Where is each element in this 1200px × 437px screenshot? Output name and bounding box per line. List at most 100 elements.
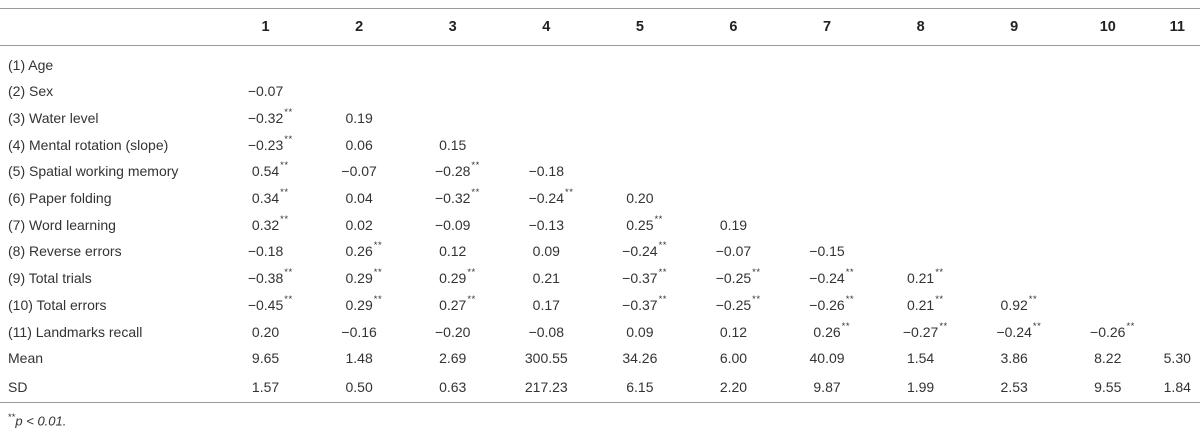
table-cell: −0.26 ** [780,292,874,319]
cell-value-wrap: −0.37 ** [622,267,666,286]
table-cell: 1.54 [874,345,968,372]
table-cell [780,131,874,158]
table-cell: 0.02 [312,211,406,238]
cell-value: 0.25 [626,216,654,233]
table-cell [219,46,313,79]
table-cell: 0.21 [500,265,594,292]
table-header-row: 1 2 3 4 5 6 7 8 9 10 11 [0,8,1200,46]
table-cell [687,105,781,132]
cell-value-wrap: 0.20 [626,190,653,206]
table-cell [500,105,594,132]
cell-value-wrap: −0.24 ** [622,240,666,259]
table-cell [1061,185,1155,212]
column-header-9: 9 [967,8,1061,46]
cell-value: 0.17 [532,296,560,313]
table-cell: 8.22 [1061,345,1155,372]
table-row: (8) Reverse errors −0.18 0.26 ** 0.12 0.09 −0.… [0,238,1200,265]
significance-marker: ** [658,267,667,279]
table-cell [780,105,874,132]
cell-value-wrap: 1.84 [1164,379,1191,395]
table-cell: 0.34 ** [219,185,313,212]
table-cell: 0.32 ** [219,211,313,238]
cell-value: −0.09 [434,216,471,233]
table-cell [593,46,687,79]
table-cell [1061,238,1155,265]
table-cell [780,78,874,105]
table-cell [312,78,406,105]
row-label: (11) Landmarks recall [8,323,143,340]
table-cell [1155,78,1200,105]
table-cell: 0.54 ** [219,158,313,185]
table-cell [687,131,781,158]
table-cell [1061,292,1155,319]
table-row: (6) Paper folding 0.34 ** 0.04 −0.32 ** −0.24 *… [0,185,1200,212]
significance-marker: ** [845,267,855,279]
cell-value: −0.07 [247,83,284,100]
cell-value-wrap: −0.07 [716,243,751,259]
table-cell: 0.12 [687,318,781,345]
cell-value: 0.27 [439,296,467,313]
table-cell [967,185,1061,212]
cell-value-wrap: 1.48 [346,350,373,366]
cell-value: 0.19 [719,216,748,233]
table-cell: −0.07 [219,78,313,105]
significance-marker: ** [752,267,761,279]
table-cell [874,46,968,79]
cell-value: −0.13 [528,216,564,233]
table-cell: 9.65 [219,345,313,372]
significance-marker: ** [467,293,476,305]
header-corner-cell [0,8,219,46]
table-row: (2) Sex −0.07 [0,78,1200,105]
cell-value-wrap: −0.08 [529,324,564,340]
table-row: Mean 9.65 1.48 2.69 300.55 34.26 6.00 40.09 1.54… [0,345,1200,372]
table-row: (5) Spatial working memory 0.54 ** −0.07 −0.… [0,158,1200,185]
table-cell: 0.20 [219,318,313,345]
cell-value-wrap: 0.06 [346,137,373,153]
table-row: (10) Total errors −0.45 ** 0.29 ** 0.27 ** 0.17… [0,292,1200,319]
table-cell: −0.08 [500,318,594,345]
cell-value: 0.21 [906,270,935,287]
significance-marker: ** [373,267,383,279]
cell-value-wrap: −0.32 ** [248,107,292,126]
table-cell: −0.18 [500,158,594,185]
cell-value-wrap: −0.37 ** [622,294,666,313]
cell-value-wrap: 0.21 ** [906,267,943,287]
cell-value-wrap: −0.18 [529,163,564,179]
table-cell: 0.04 [312,185,406,212]
column-header-8: 8 [873,8,968,46]
cell-value: 0.09 [626,323,654,340]
cell-value-wrap: −0.18 [248,243,283,259]
cell-value-wrap: 300.55 [525,350,568,366]
table-cell [1155,46,1200,79]
cell-value-wrap: −0.15 [809,243,844,259]
table-cell: −0.32 ** [219,105,313,132]
cell-value-wrap: 8.22 [1094,350,1121,366]
table-cell [1061,158,1155,185]
cell-value: 0.32 [251,216,280,233]
cell-value: 0.50 [345,378,373,395]
table-cell [406,105,500,132]
cell-value-wrap: −0.32 ** [435,187,479,206]
cell-value-wrap: −0.20 [435,324,470,340]
table-cell: 0.29 ** [312,292,406,319]
row-label: (4) Mental rotation (slope) [8,136,169,153]
table-cell: −0.09 [406,211,500,238]
table-cell: −0.23 ** [219,131,313,158]
table-cell [406,46,500,79]
significance-marker: ** [939,320,948,332]
table-cell [874,105,968,132]
cell-value: −0.08 [528,323,564,340]
table-cell: 0.63 [405,371,500,403]
cell-value: 6.15 [626,378,654,395]
table-cell: 0.29 ** [406,265,500,292]
significance-marker: ** [373,240,383,252]
significance-marker: ** [1028,293,1038,305]
column-header-1: 1 [218,8,313,46]
cell-value-wrap: 0.27 ** [439,294,475,313]
cell-value-wrap: 0.29 ** [439,267,475,286]
table-row: (1) Age [0,46,1200,79]
significance-marker: ** [280,160,289,172]
significance-marker: ** [471,187,480,199]
column-header-6: 6 [686,8,781,46]
significance-marker: ** [845,293,855,305]
